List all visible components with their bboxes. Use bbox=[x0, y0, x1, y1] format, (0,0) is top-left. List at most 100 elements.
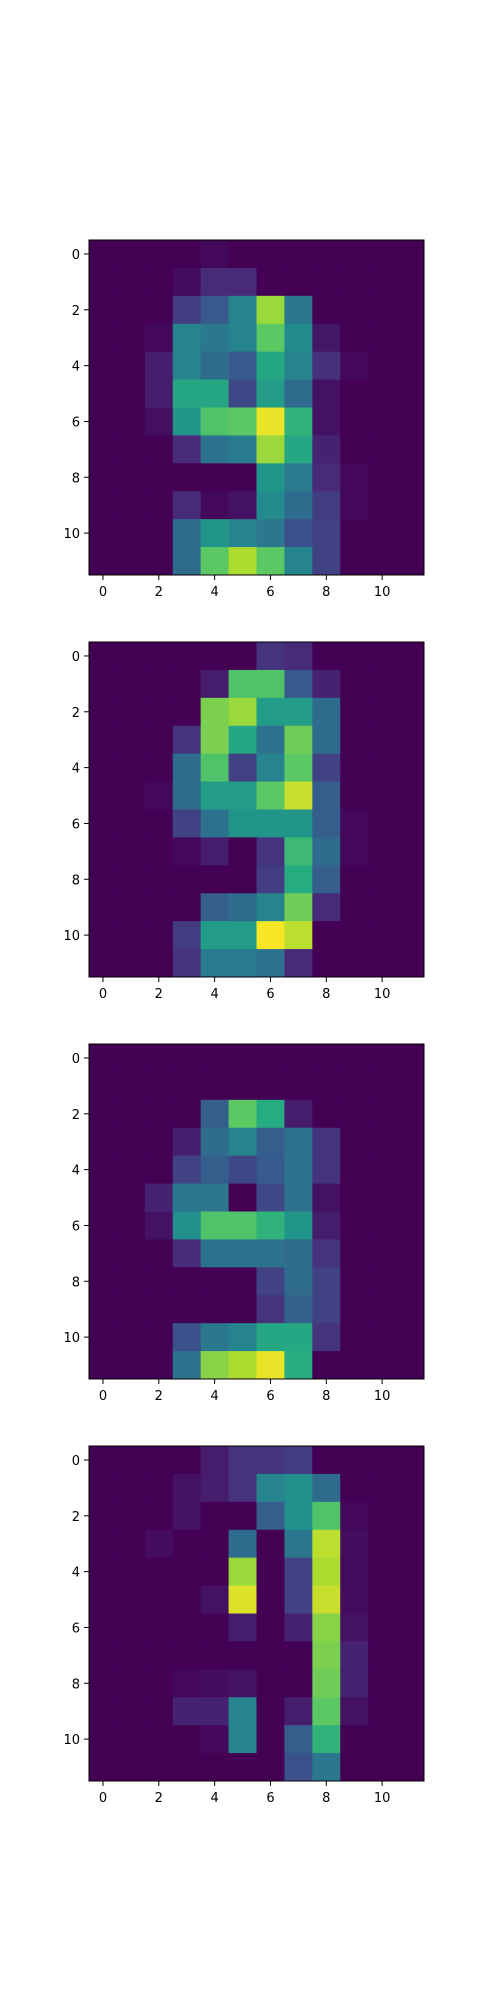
heatmap-cell bbox=[340, 1697, 369, 1726]
heatmap-cell bbox=[200, 1641, 229, 1670]
heatmap-cell bbox=[144, 1557, 174, 1586]
heatmap-cell bbox=[172, 1351, 202, 1380]
x-tick-label: 10 bbox=[374, 585, 391, 600]
heatmap-cell bbox=[89, 379, 118, 408]
heatmap-cell bbox=[312, 1529, 341, 1559]
heatmap-cell bbox=[284, 491, 313, 520]
x-tick-label: 0 bbox=[99, 1389, 107, 1404]
x-tick-label: 2 bbox=[155, 585, 163, 600]
heatmap-cell bbox=[200, 547, 229, 576]
heatmap-cell bbox=[144, 1295, 174, 1324]
heatmap-cell bbox=[256, 781, 285, 810]
heatmap-cell bbox=[228, 1267, 257, 1296]
heatmap-cell bbox=[396, 1323, 425, 1352]
heatmap-cell bbox=[89, 809, 118, 838]
heatmap-cell bbox=[396, 240, 425, 269]
heatmap-cell bbox=[89, 1239, 118, 1268]
heatmap-cell bbox=[89, 1529, 118, 1559]
heatmap-cell bbox=[312, 1501, 341, 1531]
heatmap-cell bbox=[368, 809, 397, 838]
heatmap-cell bbox=[340, 267, 369, 297]
heatmap-cell bbox=[228, 1473, 257, 1503]
heatmap-cell bbox=[340, 547, 369, 576]
heatmap-cell bbox=[200, 1183, 229, 1212]
heatmap-cell bbox=[172, 725, 202, 755]
heatmap-cell bbox=[312, 295, 341, 325]
heatmap-cell bbox=[396, 435, 425, 464]
heatmap-cell bbox=[368, 753, 397, 782]
heatmap-cell bbox=[396, 351, 425, 380]
heatmap-cell bbox=[228, 491, 257, 520]
heatmap-cell bbox=[312, 1473, 341, 1503]
heatmap-cell bbox=[368, 240, 397, 269]
y-tick-label: 4 bbox=[72, 360, 80, 375]
heatmap-cell bbox=[200, 865, 229, 894]
heatmap-cell bbox=[284, 669, 313, 699]
heatmap-cell bbox=[89, 1295, 118, 1324]
heatmap-cell bbox=[256, 1641, 285, 1670]
heatmap-cell bbox=[368, 1669, 397, 1698]
axes-frame bbox=[88, 641, 425, 978]
heatmap-cell bbox=[340, 1446, 369, 1475]
heatmap-cell bbox=[172, 1127, 202, 1157]
heatmap-cell bbox=[172, 1529, 202, 1559]
heatmap-cell bbox=[312, 240, 341, 269]
heatmap-cell bbox=[228, 697, 257, 727]
heatmap-cell bbox=[284, 697, 313, 727]
heatmap-cell bbox=[368, 1501, 397, 1531]
heatmap-cell bbox=[284, 407, 313, 436]
heatmap-cell bbox=[368, 1351, 397, 1380]
heatmap-cell bbox=[256, 1211, 285, 1240]
heatmap-cell bbox=[256, 1239, 285, 1268]
heatmap-cell bbox=[172, 1613, 202, 1642]
heatmap-cell bbox=[256, 1473, 285, 1503]
heatmap-cell bbox=[116, 547, 146, 576]
heatmap-cell bbox=[256, 697, 285, 727]
heatmap-cell bbox=[228, 1697, 257, 1726]
x-tick-label: 2 bbox=[155, 1389, 163, 1404]
y-tick-label: 0 bbox=[72, 1052, 80, 1067]
heatmap-cell bbox=[200, 781, 229, 810]
heatmap-cell bbox=[144, 1099, 174, 1129]
heatmap-cell bbox=[89, 1641, 118, 1670]
heatmap-cell bbox=[340, 1501, 369, 1531]
heatmap-panel-2: 0 2 4 6 8 10 0 2 4 6 8 10 bbox=[63, 641, 425, 1002]
heatmap-cell bbox=[228, 1753, 257, 1782]
heatmap-cell bbox=[228, 1127, 257, 1157]
heatmap-cell bbox=[200, 1501, 229, 1531]
heatmap-cell bbox=[172, 1071, 202, 1101]
heatmap-cell bbox=[172, 379, 202, 408]
heatmap-cell bbox=[144, 1071, 174, 1101]
heatmap-cell bbox=[144, 1725, 174, 1754]
y-tick-label: 2 bbox=[72, 1108, 80, 1123]
x-tick-label: 2 bbox=[155, 987, 163, 1002]
heatmap-cell bbox=[312, 1127, 341, 1157]
heatmap-cell bbox=[89, 1267, 118, 1296]
heatmap-cell bbox=[284, 1613, 313, 1642]
heatmap-cell bbox=[396, 1211, 425, 1240]
heatmap-cell bbox=[200, 1211, 229, 1240]
heatmap-cell bbox=[172, 1323, 202, 1352]
heatmap-cell bbox=[284, 1127, 313, 1157]
heatmap-cell bbox=[228, 1295, 257, 1324]
heatmap-cell bbox=[284, 1446, 313, 1475]
heatmap-cell bbox=[228, 865, 257, 894]
heatmap-cell bbox=[172, 1641, 202, 1670]
heatmap-cell bbox=[256, 1099, 285, 1129]
heatmap-cell bbox=[116, 1585, 146, 1614]
heatmap-cell bbox=[256, 1044, 285, 1073]
heatmap-cell bbox=[396, 519, 425, 548]
heatmap-cell bbox=[228, 949, 257, 978]
heatmap-cell bbox=[228, 1641, 257, 1670]
heatmap-cell bbox=[172, 1295, 202, 1324]
heatmap-cell bbox=[340, 1239, 369, 1268]
heatmap-cell bbox=[340, 1071, 369, 1101]
heatmap-cell bbox=[116, 1267, 146, 1296]
heatmap-cell bbox=[312, 1211, 341, 1240]
heatmap-cell bbox=[396, 949, 425, 978]
heatmap-cell bbox=[116, 1501, 146, 1531]
x-tick-label: 10 bbox=[374, 1389, 391, 1404]
heatmap-cell bbox=[312, 547, 341, 576]
heatmap-cell bbox=[228, 1044, 257, 1073]
heatmap-cell bbox=[256, 323, 285, 353]
